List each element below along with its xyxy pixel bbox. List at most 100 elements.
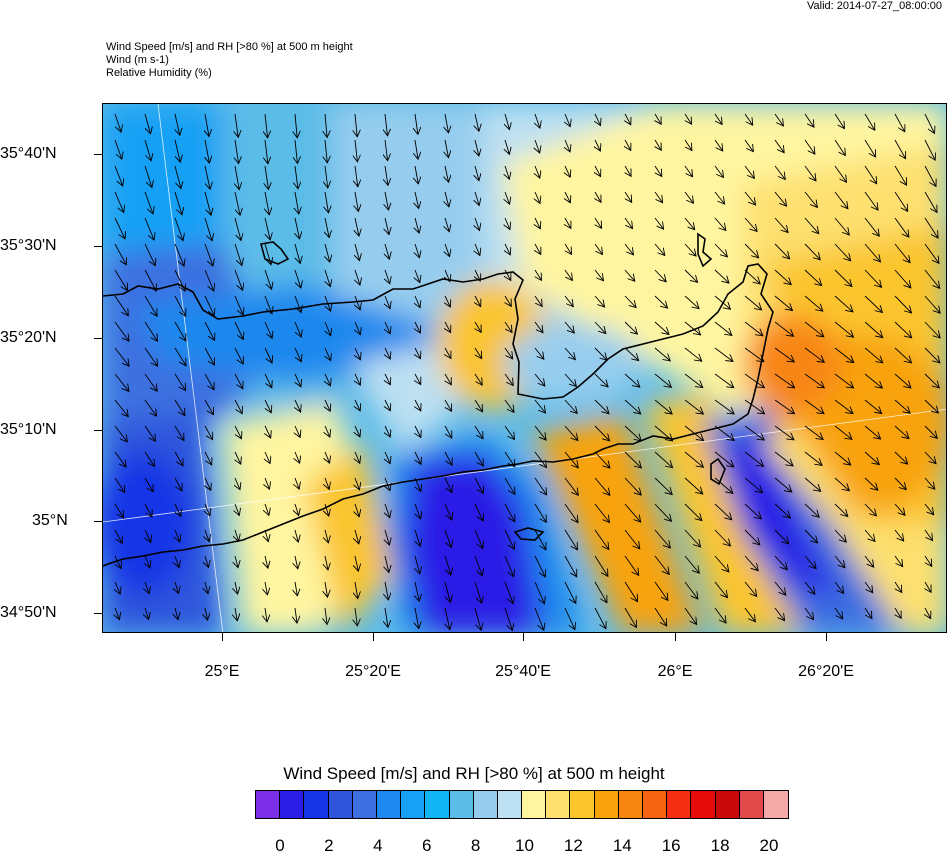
wind-arrow xyxy=(115,555,121,569)
wind-arrow xyxy=(504,399,514,412)
wind-arrow xyxy=(684,243,696,256)
wind-arrow xyxy=(834,113,845,129)
wind-arrow xyxy=(924,347,940,363)
wind-arrow xyxy=(474,425,483,439)
wind-arrow xyxy=(864,399,882,414)
wind-arrow xyxy=(295,399,301,412)
wind-arrow xyxy=(385,581,388,600)
wind-arrow xyxy=(144,399,157,416)
wind-arrow xyxy=(624,477,641,495)
wind-arrow xyxy=(894,139,906,159)
wind-arrow xyxy=(834,529,846,542)
wind-arrow xyxy=(834,191,848,209)
wind-arrow xyxy=(804,217,819,234)
wind-arrow xyxy=(534,321,543,333)
wind-arrow xyxy=(714,555,729,572)
wind-arrow xyxy=(654,191,663,203)
colorbar-label: 14 xyxy=(612,836,632,855)
wind-arrow xyxy=(444,555,451,575)
wind-arrow xyxy=(684,165,693,177)
wind-arrow xyxy=(325,165,328,188)
wind-arrow xyxy=(894,399,910,413)
lat-tick xyxy=(94,154,102,155)
wind-arrow xyxy=(774,529,789,544)
wind-arrow xyxy=(654,321,669,335)
wind-arrow xyxy=(834,451,851,465)
wind-arrow xyxy=(594,607,606,629)
wind-arrow xyxy=(744,191,756,205)
wind-arrow xyxy=(475,243,480,256)
wind-arrow xyxy=(355,295,360,310)
wind-arrow xyxy=(114,399,128,417)
wind-arrow xyxy=(624,607,637,628)
colorbar-swatch xyxy=(522,791,547,818)
lon-label-26-20: 26°20'E xyxy=(798,663,854,680)
wind-arrow xyxy=(624,373,640,387)
wind-arrow xyxy=(174,139,180,162)
wind-arrow xyxy=(804,321,824,337)
wind-arrow xyxy=(714,503,732,520)
lat-tick xyxy=(94,338,102,339)
wind-arrow xyxy=(925,555,932,566)
colorbar-swatch xyxy=(304,791,329,818)
wind-arrow xyxy=(894,529,904,541)
wind-arrow xyxy=(295,425,300,437)
wind-arrow xyxy=(295,373,301,387)
colorbar-swatch xyxy=(715,791,740,818)
wind-arrow xyxy=(204,399,214,415)
wind-arrow xyxy=(445,607,450,630)
wind-arrow xyxy=(654,529,670,548)
wind-arrow xyxy=(205,139,209,163)
wind-arrow xyxy=(894,321,912,338)
wind-arrow xyxy=(234,347,243,364)
wind-arrow xyxy=(264,399,271,413)
wind-arrow xyxy=(385,113,388,136)
wind-arrow xyxy=(774,477,792,492)
wind-arrow xyxy=(355,399,360,411)
wind-arrow xyxy=(804,295,823,311)
lon-tick xyxy=(675,633,676,641)
wind-arrow xyxy=(264,243,271,265)
wind-arrow xyxy=(264,347,272,363)
wind-arrow xyxy=(714,607,726,623)
lon-label-25-00: 25°E xyxy=(204,663,240,680)
wind-arrow xyxy=(564,607,575,630)
wind-arrow xyxy=(565,113,570,127)
wind-arrow xyxy=(894,581,902,593)
wind-arrow xyxy=(804,373,824,388)
wind-arrow xyxy=(235,139,239,164)
wind-arrow xyxy=(714,581,728,598)
wind-arrow xyxy=(504,347,513,359)
wind-arrow xyxy=(325,581,328,597)
wind-arrow xyxy=(235,555,238,568)
wind-arrow xyxy=(595,191,601,202)
wind-arrow xyxy=(415,503,421,519)
wind-arrow xyxy=(415,165,418,184)
wind-arrow xyxy=(295,555,298,569)
wind-arrow xyxy=(415,451,421,464)
colorbar-label: 12 xyxy=(563,836,583,855)
wind-arrow xyxy=(714,269,729,283)
wind-arrow xyxy=(594,347,607,360)
colorbar-swatch xyxy=(352,791,377,818)
lat-label-35-10: 35°10'N xyxy=(0,421,57,438)
wind-arrow xyxy=(174,451,183,466)
wind-arrow xyxy=(834,607,843,619)
wind-arrow xyxy=(654,477,672,495)
lat-label-35-00: 35°N xyxy=(32,512,68,529)
wind-arrow xyxy=(355,321,360,335)
wind-arrow xyxy=(504,373,513,386)
wind-arrow xyxy=(295,607,297,623)
wind-arrow xyxy=(744,165,754,178)
wind-arrow xyxy=(325,555,328,570)
wind-arrow xyxy=(714,113,722,125)
wind-arrow xyxy=(924,399,938,413)
wind-arrow xyxy=(744,399,765,414)
wind-arrow xyxy=(894,477,906,490)
wind-arrow xyxy=(625,139,631,151)
wind-arrow xyxy=(564,373,576,387)
wind-arrow xyxy=(774,607,785,621)
wind-arrow xyxy=(234,191,240,215)
wind-arrow xyxy=(864,165,877,184)
wind-arrow xyxy=(864,503,876,516)
